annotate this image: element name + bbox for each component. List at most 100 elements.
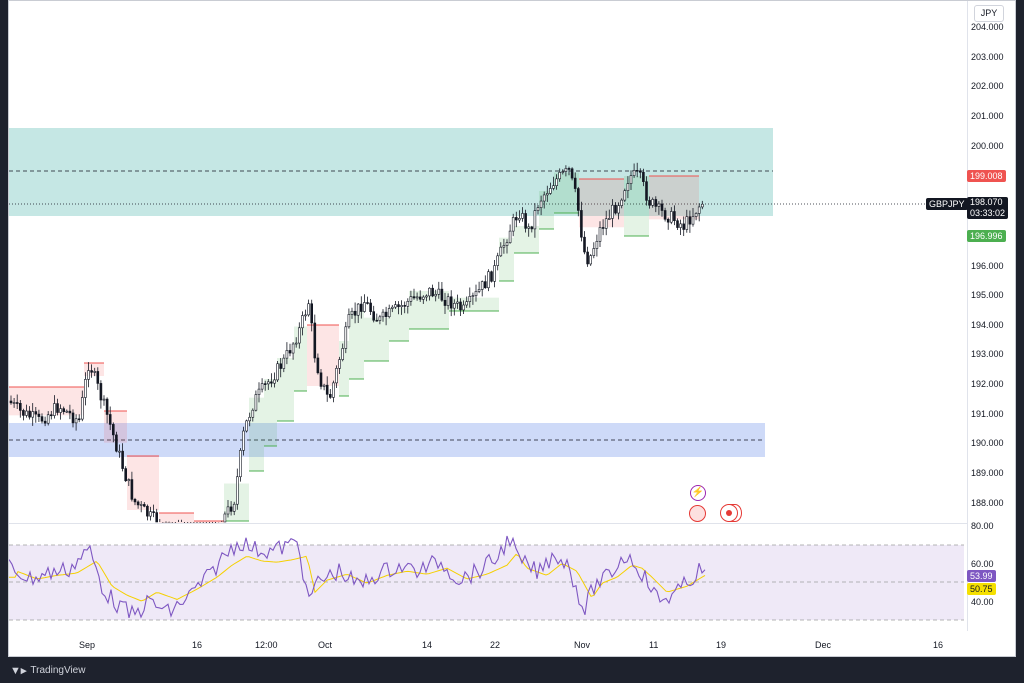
candle-body: [344, 326, 348, 349]
bull-stop-fill: [339, 341, 349, 396]
candle-body: [682, 223, 686, 230]
candle-body: [313, 322, 317, 359]
candle-body: [499, 246, 503, 257]
bear-stop-fill: [579, 179, 624, 228]
event-flag-icon[interactable]: [689, 505, 706, 522]
candle-body: [511, 217, 515, 232]
bull-stop-fill: [294, 326, 307, 391]
candle-body: [573, 177, 577, 189]
chart-frame[interactable]: JPY 204.000 203.000 202.000 201.000 200.000 1…: [8, 0, 1016, 657]
candle-body: [428, 287, 431, 297]
brand-name: TradingView: [30, 665, 86, 676]
time-axis-label: 16: [192, 640, 203, 650]
candle-body: [397, 304, 400, 308]
candle-body: [285, 350, 289, 359]
candle-body: [669, 211, 673, 223]
candle-body: [614, 204, 617, 214]
candle-body: [629, 175, 633, 184]
candle-body: [527, 226, 531, 229]
lower-stop-tag: 196.996: [967, 230, 1006, 242]
time-axis-label: Nov: [574, 640, 591, 650]
candle-body: [645, 181, 648, 201]
candle-body: [53, 403, 56, 416]
candle-body: [350, 310, 354, 315]
candle-body: [139, 504, 143, 506]
candle-body: [96, 371, 100, 384]
candle-body: [239, 450, 242, 478]
candle-body: [415, 296, 419, 299]
candle-body: [149, 511, 152, 517]
candle-body: [583, 236, 586, 253]
candle-body: [607, 218, 611, 220]
currency-selector[interactable]: JPY: [974, 5, 1004, 22]
candle-body: [524, 213, 527, 229]
candle-body: [276, 363, 279, 381]
time-axis-label: Sep: [79, 640, 96, 650]
candle-body: [84, 379, 87, 398]
candle-body: [483, 281, 487, 289]
candle-body: [105, 398, 109, 415]
candle-body: [685, 216, 689, 230]
candle-body: [651, 199, 655, 206]
price-axis-label: 192.000: [971, 379, 1004, 389]
candle-body: [561, 171, 565, 173]
candle-body: [81, 397, 84, 420]
candle-body: [452, 303, 456, 309]
candle-body: [251, 409, 255, 418]
candle-body: [673, 211, 676, 222]
candle-body: [545, 193, 549, 196]
candle-body: [155, 512, 158, 523]
candle-body: [589, 255, 593, 265]
candle-body: [266, 381, 270, 385]
candle-body: [43, 420, 47, 424]
candle-body: [514, 217, 518, 221]
candle-body: [12, 402, 16, 404]
candle-body: [567, 168, 571, 170]
candle-body: [341, 348, 345, 360]
candle-body: [319, 372, 323, 387]
candle-body: [335, 368, 338, 384]
candle-body: [663, 210, 667, 220]
price-candles: [9, 162, 704, 523]
candle-body: [508, 230, 512, 243]
candle-body: [291, 343, 295, 354]
time-axis-label: 12:00: [255, 640, 278, 650]
price-axis-label: 191.000: [971, 409, 1004, 419]
candle-body: [19, 402, 22, 411]
candle-body: [421, 296, 425, 300]
candle-body: [406, 301, 410, 307]
price-pane[interactable]: [9, 1, 1016, 523]
candle-body: [127, 479, 131, 482]
candle-body: [118, 450, 121, 453]
rsi-pane[interactable]: [9, 1, 1016, 631]
upper-stop-tag: 199.008: [967, 170, 1006, 182]
event-flash-icon[interactable]: ⚡: [690, 485, 706, 501]
candle-body: [505, 242, 509, 246]
candle-body: [403, 305, 407, 307]
bull-stop-fill: [349, 311, 364, 379]
candle-body: [601, 227, 605, 229]
rsi-ma-value-tag: 50.75: [967, 583, 996, 595]
candle-body: [493, 265, 496, 282]
candle-body: [558, 171, 562, 180]
candle-body: [146, 505, 149, 517]
brand-logo[interactable]: ▼▸ TradingView: [10, 664, 85, 677]
candle-body: [564, 168, 568, 172]
candle-body: [366, 302, 369, 304]
time-axis-label: 22: [490, 640, 501, 650]
rsi-band: [9, 545, 964, 620]
candle-body: [353, 310, 357, 316]
candle-body: [446, 296, 450, 306]
last-price-value: 198.070: [970, 197, 1003, 207]
candle-body: [28, 410, 31, 418]
bull-stop-fill: [389, 307, 409, 341]
candle-body: [338, 359, 341, 369]
candle-body: [294, 342, 298, 345]
candle-body: [62, 408, 66, 412]
candle-body: [418, 296, 422, 300]
candle-body: [654, 199, 658, 207]
candle-body: [549, 188, 552, 194]
candle-body: [74, 418, 78, 424]
candle-body: [459, 301, 462, 311]
candle-body: [242, 430, 245, 451]
